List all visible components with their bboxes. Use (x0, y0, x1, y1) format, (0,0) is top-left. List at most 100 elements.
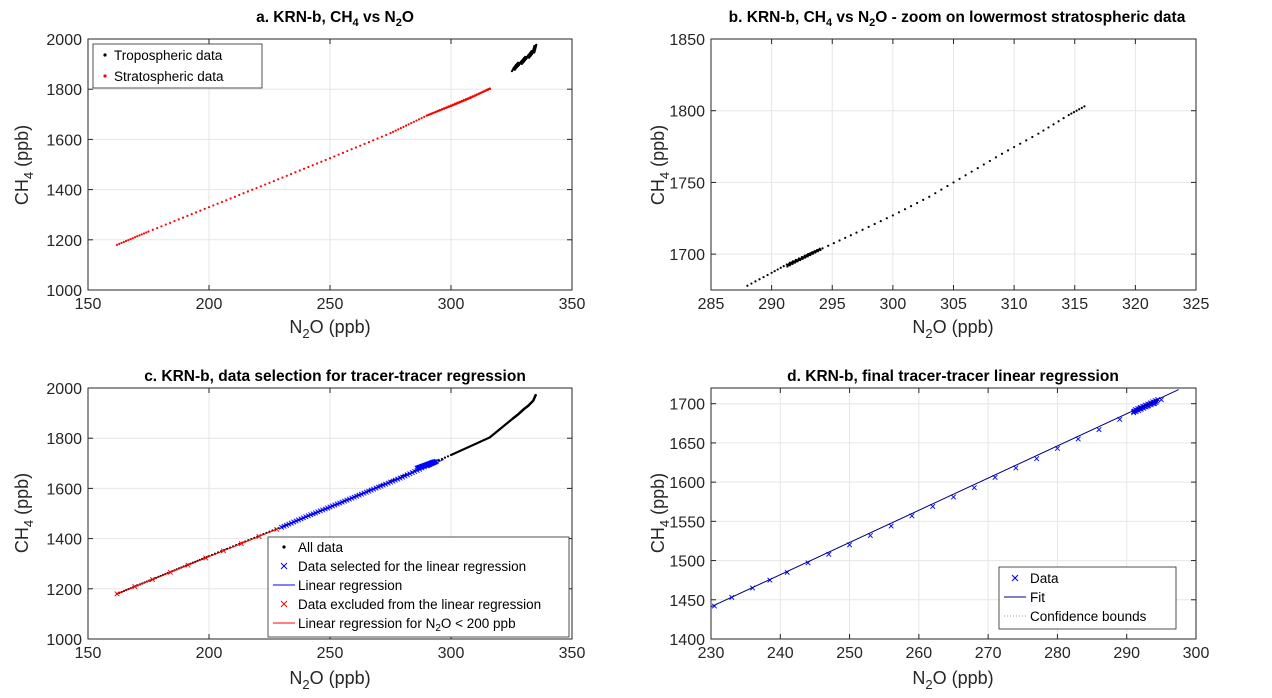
data-point (216, 202, 219, 205)
x-tick-label: 290 (1113, 645, 1140, 662)
x-tick-label: 295 (819, 296, 846, 313)
y-tick-label: 1000 (46, 283, 82, 300)
data-point (164, 223, 167, 226)
data-point (438, 108, 441, 112)
data-point (399, 127, 402, 130)
y-tick-label: 1600 (669, 475, 705, 492)
y-tick-label: 1750 (669, 175, 705, 192)
data-point (1006, 149, 1010, 152)
data-point (1057, 120, 1060, 123)
panel-a-x-ticks: 150 200 250 300 350 (75, 39, 585, 313)
data-point (1062, 117, 1065, 120)
panel-b-y-label: CH4 (ppb) (648, 125, 672, 205)
data-point (404, 124, 408, 127)
data-point (307, 165, 310, 169)
data-point (124, 239, 128, 243)
panel-c-title: c. KRN-b, data selection for tracer-trac… (144, 368, 526, 385)
data-point (446, 455, 450, 458)
data-point (1019, 142, 1022, 145)
data-point (432, 111, 435, 114)
x-tick-label: 240 (767, 645, 794, 662)
x-tick-label: 260 (906, 645, 933, 662)
data-point (190, 213, 193, 216)
data-point (173, 219, 176, 223)
data-point (350, 148, 353, 151)
x-tick-label: 270 (975, 645, 1002, 662)
panel-a-marks (115, 43, 538, 246)
data-point (770, 271, 773, 274)
panel-b-x-ticks: 285 290 295 300 305 310 315 320 325 (698, 39, 1209, 313)
y-tick-label: 1400 (669, 632, 705, 649)
data-point (129, 238, 132, 241)
data-point (315, 162, 319, 165)
panel-d-marks (711, 389, 1179, 609)
y-tick-label: 1600 (46, 481, 82, 498)
data-point (776, 268, 779, 271)
data-point (389, 132, 392, 135)
data-point (142, 232, 146, 235)
y-tick-label: 1700 (669, 397, 705, 414)
data-point (160, 225, 163, 228)
panel-c-y-label: CH4 (ppb) (12, 473, 36, 553)
data-point (885, 217, 888, 220)
x-tick-label: 300 (1183, 645, 1210, 662)
data-point (415, 119, 418, 122)
data-point (773, 270, 776, 273)
x-tick-label: 290 (758, 296, 785, 313)
data-point (473, 94, 476, 97)
regression-line (281, 459, 444, 528)
data-point (443, 456, 447, 459)
legend-marker-all-data (282, 545, 286, 549)
data-point (971, 484, 977, 491)
data-point (431, 459, 438, 465)
x-tick-label: 200 (196, 296, 223, 313)
data-point (460, 99, 463, 103)
x-tick-label: 350 (559, 645, 586, 662)
x-tick-label: 150 (75, 645, 102, 662)
data-point (903, 208, 907, 211)
data-point (136, 235, 139, 238)
data-point (946, 184, 949, 188)
data-point (471, 95, 474, 98)
data-point (251, 188, 254, 191)
data-point (140, 233, 143, 236)
data-point (458, 100, 461, 103)
data-point (181, 216, 185, 219)
data-point (133, 236, 137, 239)
data-point (246, 190, 249, 193)
panel-d-x-label: N2O (ppb) (912, 668, 993, 692)
data-point (402, 125, 405, 128)
data-point (120, 241, 123, 245)
data-point (434, 110, 437, 113)
panel-d: d. KRN-b, final tracer-tracer linear reg… (648, 368, 1209, 692)
x-tick-label: 310 (1001, 296, 1028, 313)
data-point (376, 137, 379, 140)
data-point (430, 112, 433, 115)
legend-label-linear-regression: Linear regression (298, 578, 402, 593)
data-point (873, 222, 876, 226)
data-point (838, 239, 841, 242)
y-tick-label: 1800 (46, 431, 82, 448)
data-point (766, 273, 769, 277)
data-point (385, 133, 388, 137)
y-tick-label: 2000 (46, 381, 82, 398)
data-point (354, 146, 358, 149)
panel-c-legend: All data Data selected for the linear re… (267, 536, 570, 638)
data-point (462, 98, 465, 102)
data-point (194, 211, 198, 214)
data-point (928, 195, 931, 198)
legend-marker-tropospheric (103, 53, 107, 57)
data-point (138, 234, 141, 237)
data-point (1034, 455, 1040, 462)
data-point (1083, 105, 1086, 108)
panel-a-y-ticks: 1000 1200 1400 1600 1800 2000 (46, 32, 572, 300)
panel-b-marks (746, 105, 1086, 287)
data-point (758, 278, 761, 281)
data-point (976, 166, 979, 170)
data-point (1070, 112, 1073, 115)
data-point (1037, 132, 1040, 135)
legend-label-data: Data (1030, 571, 1059, 586)
data-point (982, 163, 985, 166)
data-point (225, 199, 228, 202)
legend-label-selected: Data selected for the linear regression (298, 559, 526, 574)
